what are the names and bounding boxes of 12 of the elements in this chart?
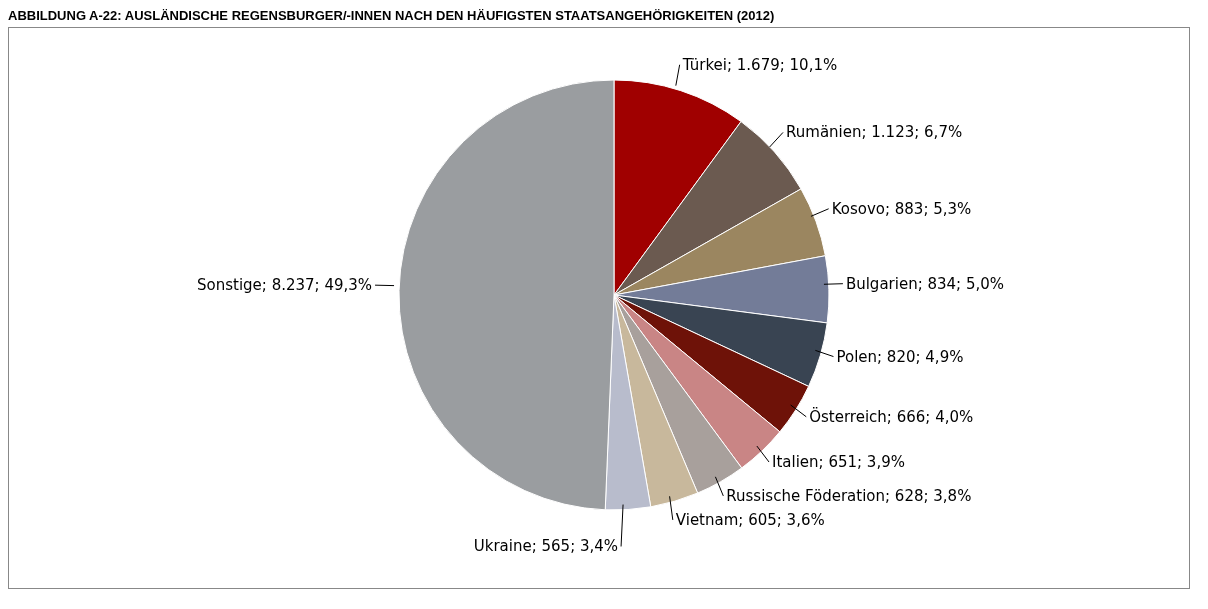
slice-label: Bulgarien; 834; 5,0% [845,274,1005,293]
slice-label: Vietnam; 605; 3,6% [675,510,825,529]
chart-title: ABBILDUNG A-22: AUSLÄNDISCHE REGENSBURGER/-INNEN NACH DEN HÄUFIGSTEN STAATSANGEHÖRIGKEITEN (2012) [8,8,776,23]
slice-label: Polen; 820; 4,9% [836,347,964,366]
slice-label: Rumänien; 1.123; 6,7% [786,123,963,142]
slice-label: Russische Föderation; 628; 3,8% [726,486,972,505]
slice-label: Ukraine; 565; 3,4% [473,537,619,556]
slice-label: Türkei; 1.679; 10,1% [681,55,838,74]
slice-label: Italien; 651; 3,9% [772,453,905,472]
slice-label: Sonstige; 8.237; 49,3% [196,276,373,295]
slice-label: Österreich; 666; 4,0% [809,406,974,426]
slice-label: Kosovo; 883; 5,3% [831,199,972,218]
